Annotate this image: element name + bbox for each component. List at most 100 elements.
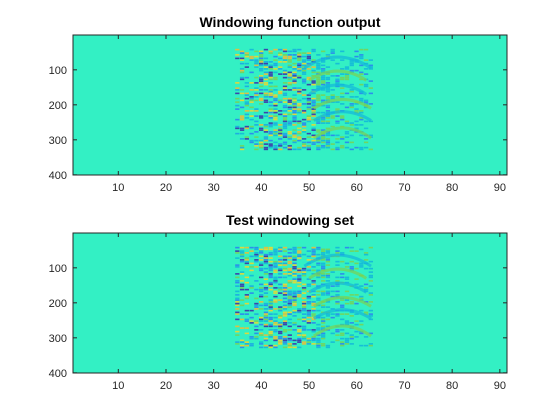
heatmap-cell	[359, 323, 364, 326]
heatmap-cell	[325, 274, 331, 277]
heatmap-cell	[292, 322, 297, 324]
heatmap-cell	[325, 54, 331, 56]
heatmap-cell	[292, 139, 297, 142]
heatmap-cell	[321, 334, 326, 336]
heatmap-cell	[292, 141, 297, 144]
heatmap-cell	[292, 103, 297, 105]
heatmap-cell	[311, 80, 316, 82]
heatmap-cell	[268, 134, 273, 137]
heatmap-cell	[325, 127, 331, 130]
heatmap-cell	[363, 59, 369, 61]
heatmap-cell	[349, 103, 354, 105]
heatmap-cell	[239, 76, 245, 79]
heatmap-cell	[340, 96, 345, 98]
heatmap-cell	[287, 66, 292, 68]
heatmap-cell	[311, 115, 316, 117]
heatmap-cell	[316, 76, 321, 79]
heatmap-cell	[359, 117, 364, 119]
heatmap-cell	[292, 302, 297, 305]
heatmap-cell	[321, 322, 326, 324]
heatmap-cell	[292, 54, 297, 56]
heatmap-cell	[239, 285, 245, 287]
heatmap-cell	[263, 271, 269, 273]
heatmap-cell	[316, 274, 321, 277]
heatmap-cell	[273, 118, 278, 121]
heatmap-cell	[249, 250, 254, 252]
heatmap-cell	[254, 124, 259, 126]
heatmap-cell	[340, 73, 345, 75]
heatmap-cell	[282, 57, 288, 60]
heatmap-cell	[287, 145, 292, 147]
heatmap-cell	[282, 255, 288, 258]
heatmap-cell	[306, 59, 311, 61]
heatmap-cell	[349, 334, 354, 336]
heatmap-cell	[349, 104, 354, 107]
heatmap-cell	[259, 50, 264, 53]
heatmap-cell	[297, 267, 302, 270]
heatmap-cell	[239, 129, 245, 131]
heatmap-cell	[297, 57, 302, 60]
heatmap-cell	[325, 315, 331, 317]
heatmap-cell	[287, 83, 292, 86]
heatmap-cell	[244, 117, 249, 119]
heatmap-cell	[239, 304, 245, 307]
heatmap-cell	[359, 297, 364, 300]
heatmap-cell	[263, 257, 269, 259]
heatmap-cell	[335, 260, 340, 263]
heatmap-cell	[316, 276, 321, 279]
heatmap-cell	[259, 301, 264, 303]
heatmap-cell	[321, 292, 326, 294]
heatmap-cell	[321, 306, 326, 308]
heatmap-cell	[239, 146, 245, 149]
heatmap-cell	[311, 255, 316, 258]
heatmap-cell	[259, 75, 264, 77]
heatmap-cell	[239, 57, 245, 60]
heatmap-cell	[325, 252, 331, 254]
heatmap-cell	[282, 288, 288, 291]
heatmap-cell	[268, 325, 273, 328]
heatmap-cell	[287, 122, 292, 124]
heatmap-cell	[273, 108, 278, 110]
heatmap-cell	[249, 55, 254, 58]
heatmap-cell	[316, 139, 321, 142]
heatmap-cell	[235, 101, 240, 103]
heatmap-cell	[292, 115, 297, 117]
heatmap-cell	[301, 124, 307, 126]
heatmap-cell	[278, 246, 283, 249]
heatmap-cell	[359, 57, 364, 60]
heatmap-cell	[306, 117, 311, 119]
heatmap-cell	[278, 145, 283, 147]
heatmap-cell	[354, 278, 359, 280]
heatmap-cell	[287, 343, 292, 345]
heatmap-cell	[268, 336, 273, 338]
heatmap-cell	[244, 82, 249, 84]
heatmap-cell	[282, 337, 288, 340]
heatmap-cell	[239, 341, 245, 343]
heatmap-cell	[349, 294, 354, 296]
heatmap-cell	[297, 309, 302, 312]
heatmap-cell	[297, 334, 302, 336]
heatmap-cell	[259, 69, 264, 72]
heatmap-cell	[363, 48, 369, 51]
heatmap-cell	[282, 59, 288, 61]
heatmap-cell	[292, 255, 297, 258]
heatmap-cell	[282, 306, 288, 308]
heatmap-cell	[301, 71, 307, 74]
heatmap-cell	[235, 250, 240, 252]
heatmap-cell	[321, 294, 326, 296]
heatmap-cell	[363, 120, 369, 123]
heatmap-cell	[325, 313, 331, 315]
heatmap-cell	[282, 323, 288, 326]
heatmap-cell	[273, 281, 278, 284]
heatmap-cell	[282, 122, 288, 124]
heatmap-cell	[263, 311, 269, 314]
heatmap-cell	[268, 68, 273, 70]
heatmap-cell	[268, 318, 273, 321]
heatmap-cell	[287, 103, 292, 105]
heatmap-cell	[278, 287, 283, 289]
heatmap-cell	[292, 292, 297, 294]
heatmap-cell	[335, 75, 340, 77]
heatmap-cell	[273, 346, 278, 349]
heatmap-cell	[282, 250, 288, 252]
